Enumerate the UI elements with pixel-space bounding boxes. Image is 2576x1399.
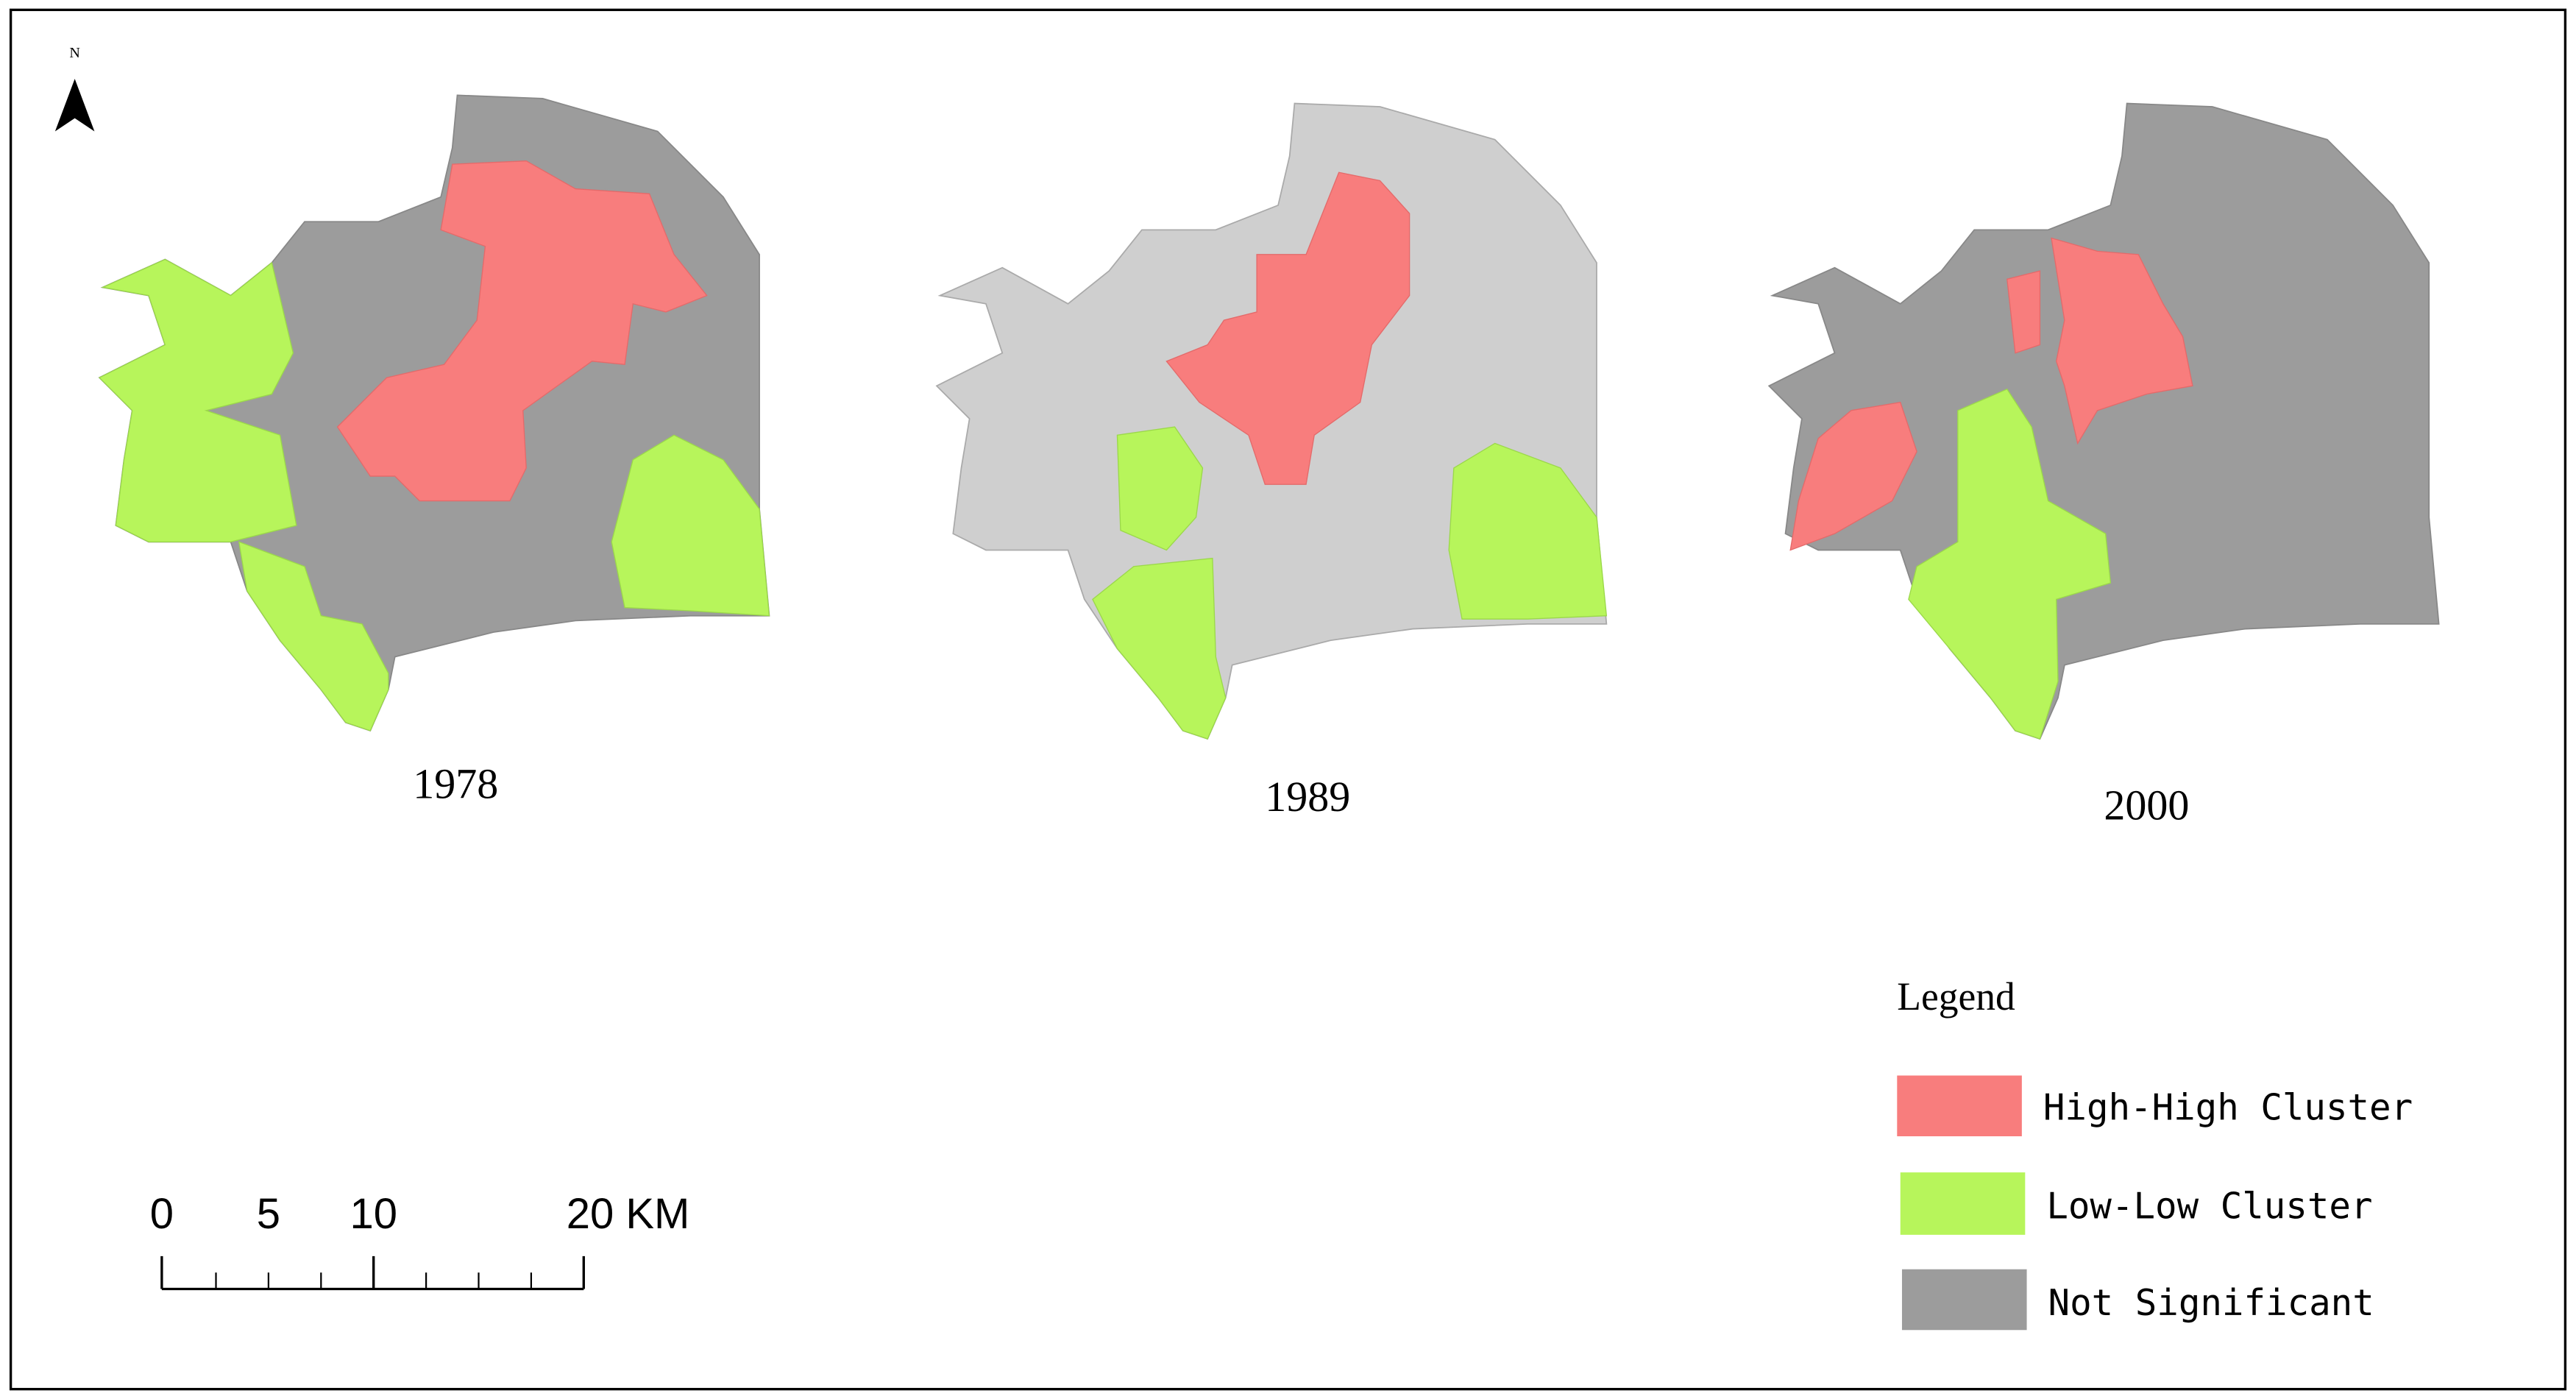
scale-label: 5 [257,1190,280,1238]
legend-label: Low-Low Cluster [2046,1185,2372,1228]
map-year: 1989 [1265,773,1350,821]
legend-label: Not Significant [2048,1281,2374,1324]
scale-label: 10 [350,1190,397,1238]
north-label: N [69,45,80,61]
scale-label: 20 KM [567,1190,690,1238]
scale-bar: 0 5 10 20 KM [150,1190,690,1291]
legend: Legend High-High Cluster Low-Low Cluster… [1897,974,2413,1331]
legend-title: Legend [1897,974,2015,1019]
map-year: 1978 [413,759,498,807]
legend-swatch [1897,1075,2022,1137]
map-1978: 1978 [98,94,770,807]
map-1989: 1989 [935,102,1608,821]
map-year: 2000 [2104,781,2189,829]
north-arrow: N [54,45,95,132]
legend-label: High-High Cluster [2043,1086,2413,1129]
legend-swatch [1901,1269,2027,1331]
scale-label: 0 [150,1190,174,1238]
legend-swatch [1900,1172,2026,1235]
map-2000: 2000 [1768,102,2440,829]
